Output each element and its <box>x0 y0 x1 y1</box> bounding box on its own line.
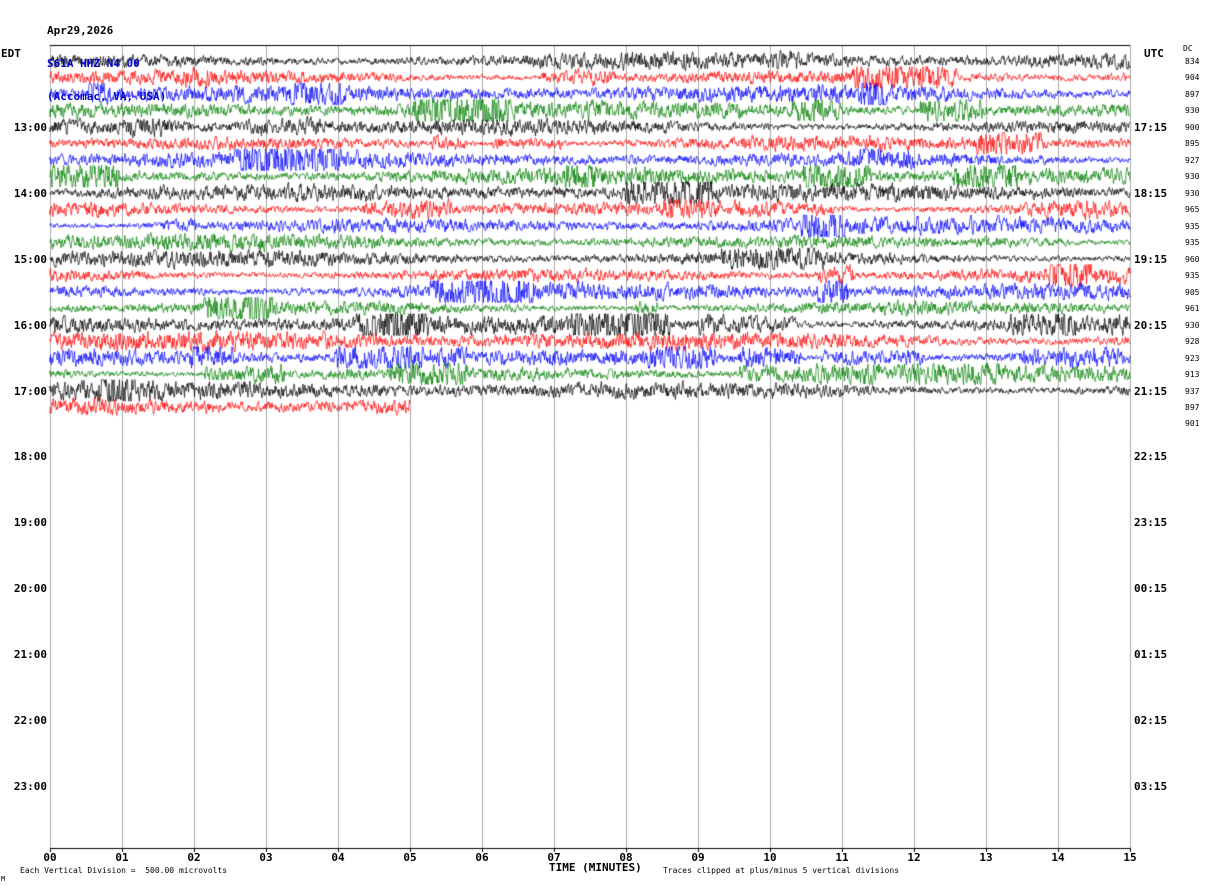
right-axis-title: UTC <box>1144 47 1164 60</box>
dc-offset-value: 930 <box>1185 106 1200 116</box>
right-hour-label: 18:15 <box>1134 186 1168 200</box>
dc-offset-value: 960 <box>1185 254 1200 264</box>
right-hour-label: 00:15 <box>1134 582 1168 596</box>
location-label: (Accomac, VA, USA) <box>47 90 167 103</box>
x-tick-label: 04 <box>331 851 345 864</box>
x-tick-label: 12 <box>907 851 921 864</box>
left-hour-label: 14:00 <box>13 186 47 200</box>
dc-offset-value: 923 <box>1185 353 1200 363</box>
dc-offset-value: 927 <box>1185 155 1200 165</box>
right-hour-label: 03:15 <box>1134 779 1168 793</box>
dc-offset-value: 937 <box>1185 386 1200 396</box>
right-hour-label: 21:15 <box>1134 384 1168 398</box>
left-hour-label: 13:00 <box>13 120 47 134</box>
dc-offset-value: 895 <box>1185 139 1200 149</box>
dc-offset-value: 901 <box>1185 419 1200 429</box>
x-tick-label: 00 <box>43 851 57 864</box>
x-tick-label: 02 <box>187 851 201 864</box>
x-tick-label: 07 <box>547 851 561 864</box>
x-tick-label: 06 <box>475 851 489 864</box>
dc-offset-value: 928 <box>1185 337 1200 347</box>
dc-column-title: DC <box>1183 44 1193 53</box>
dc-offset-value: 930 <box>1185 172 1200 182</box>
x-tick-label: 03 <box>259 851 273 864</box>
dc-offset-value: 904 <box>1185 73 1200 83</box>
dc-offset-value: 913 <box>1185 370 1200 380</box>
dc-offset-value: 897 <box>1185 402 1200 412</box>
dc-offset-value: 930 <box>1185 320 1200 330</box>
dc-offset-value: 834 <box>1185 57 1200 66</box>
dc-offset-value: 897 <box>1185 89 1200 99</box>
right-hour-label: 20:15 <box>1134 318 1168 332</box>
x-tick-label: 14 <box>1051 851 1065 864</box>
left-hour-label: 16:00 <box>13 318 47 332</box>
dc-offset-value: 935 <box>1185 221 1200 231</box>
right-hour-label: 23:15 <box>1134 516 1168 530</box>
left-hour-label: 23:00 <box>13 779 47 793</box>
date-label: Apr29,2026 <box>47 24 114 37</box>
dc-offset-value: 905 <box>1185 287 1200 297</box>
clip-note: Traces clipped at plus/minus 5 vertical … <box>663 866 900 875</box>
x-axis-title: TIME (MINUTES) <box>549 861 642 874</box>
x-tick-label: 13 <box>979 851 993 864</box>
scale-note: Each Vertical Division = 500.00 microvol… <box>20 866 228 875</box>
right-hour-label: 01:15 <box>1134 648 1168 662</box>
station-label: S61A HHZ N4 00 <box>47 57 140 70</box>
dc-offset-value: 965 <box>1185 205 1200 215</box>
right-hour-label: 19:15 <box>1134 252 1168 266</box>
dc-offset-value: 900 <box>1185 122 1200 132</box>
left-hour-label: 20:00 <box>13 582 47 596</box>
x-tick-label: 08 <box>619 851 633 864</box>
left-hour-label: 22:00 <box>13 714 47 727</box>
left-hour-label: 15:00 <box>13 252 47 266</box>
x-tick-label: 15 <box>1123 851 1137 864</box>
plot-header: Apr29,2026 S61A HHZ N4 00 (Accomac, VA, … <box>47 3 166 124</box>
dc-offset-value: 961 <box>1185 304 1200 314</box>
dc-offset-value: 935 <box>1185 271 1200 281</box>
dc-offset-value: 930 <box>1185 188 1200 198</box>
x-tick-label: 11 <box>835 851 849 864</box>
left-axis-title: EDT <box>1 47 21 60</box>
dc-offset-value: 935 <box>1185 238 1200 248</box>
x-tick-label: 05 <box>403 851 417 864</box>
x-tick-label: 01 <box>115 851 129 864</box>
left-hour-label: 21:00 <box>13 648 47 662</box>
corner-mark: M <box>1 875 6 883</box>
left-hour-label: 19:00 <box>13 516 47 530</box>
left-hour-label: 18:00 <box>13 450 47 464</box>
right-hour-label: 02:15 <box>1134 714 1168 727</box>
right-hour-label: 17:15 <box>1134 120 1168 134</box>
x-tick-label: 10 <box>763 851 777 864</box>
x-tick-label: 09 <box>691 851 705 864</box>
right-hour-label: 22:15 <box>1134 450 1168 464</box>
left-hour-label: 17:00 <box>13 384 47 398</box>
